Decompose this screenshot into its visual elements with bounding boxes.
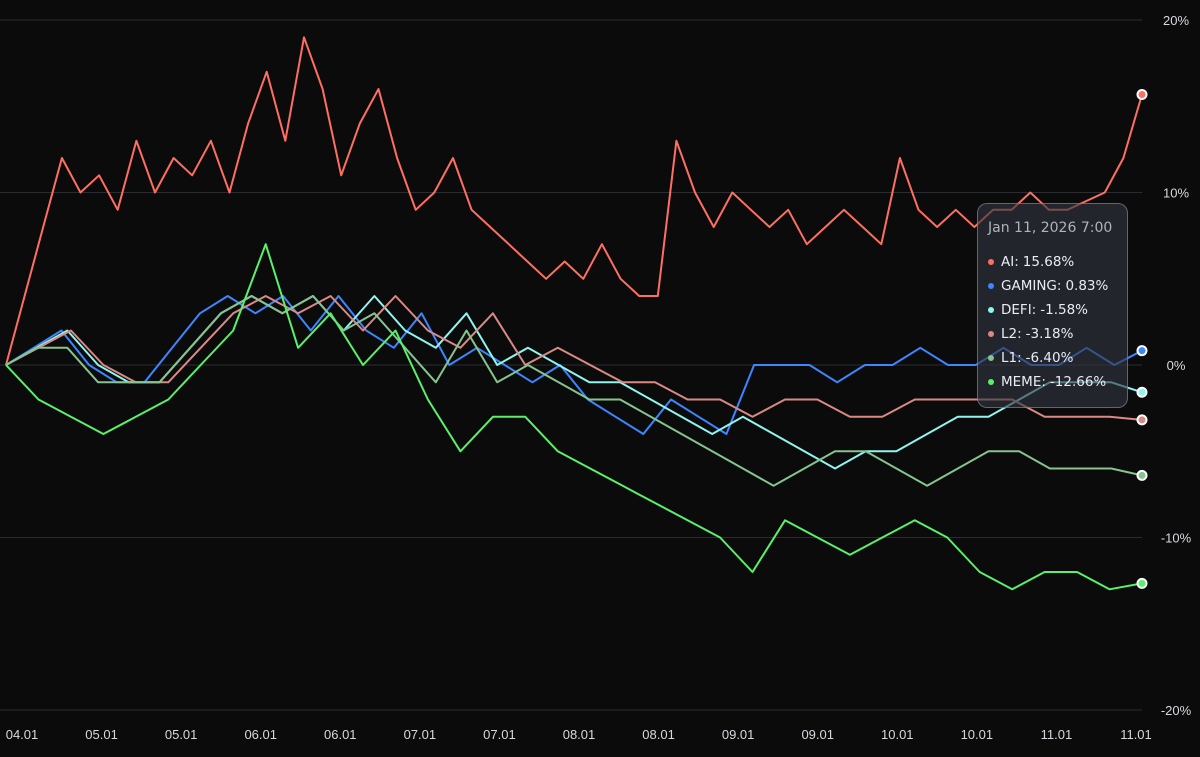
tooltip-value: 0.83% — [1065, 278, 1109, 294]
x-tick-label: 08.01 — [642, 727, 675, 742]
x-tick-label: 11.01 — [1041, 727, 1073, 742]
series-end-marker-ai — [1136, 89, 1148, 101]
tooltip-label: DEFI: — [1001, 302, 1037, 318]
tooltip-row-ai: AI: 15.68% — [988, 250, 1127, 274]
x-tick-label: 11.01 — [1120, 727, 1152, 742]
tooltip-label: L1: — [1001, 350, 1022, 366]
y-tick-label: 0% — [1167, 358, 1186, 373]
series-line-gaming — [5, 295, 1143, 435]
tooltip-row-l2: L2: -3.18% — [988, 322, 1127, 346]
tooltip-row-defi: DEFI: -1.58% — [988, 298, 1127, 322]
x-tick-label: 08.01 — [563, 727, 596, 742]
y-tick-label: 10% — [1163, 186, 1189, 201]
y-tick-label: -20% — [1161, 703, 1192, 718]
x-tick-label: 10.01 — [961, 727, 994, 742]
tooltip-row-l1: L1: -6.40% — [988, 346, 1127, 370]
x-tick-label: 06.01 — [244, 727, 277, 742]
series-line-ai — [5, 36, 1143, 366]
legend-dot-meme — [988, 379, 994, 385]
x-tick-label: 10.01 — [881, 727, 914, 742]
tooltip-label: GAMING: — [1001, 278, 1062, 294]
tooltip-label: AI: — [1001, 254, 1019, 270]
series-end-marker-l1 — [1136, 469, 1148, 481]
series-line-meme — [5, 243, 1143, 591]
tooltip-value: -12.66% — [1049, 374, 1107, 390]
x-tick-label: 05.01 — [165, 727, 198, 742]
tooltip-row-meme: MEME: -12.66% — [988, 370, 1127, 394]
series-end-marker-gaming — [1136, 345, 1148, 357]
x-tick-label: 05.01 — [85, 727, 118, 742]
tooltip-value: -3.18% — [1025, 326, 1074, 342]
x-tick-label: 07.01 — [483, 727, 516, 742]
x-tick-label: 07.01 — [404, 727, 437, 742]
tooltip-row-gaming: GAMING: 0.83% — [988, 274, 1127, 298]
series-line-l2 — [5, 295, 1143, 421]
series-line-l1 — [5, 295, 1143, 487]
x-tick-label: 04.01 — [6, 727, 39, 742]
legend-dot-l2 — [988, 331, 994, 337]
legend-dot-l1 — [988, 355, 994, 361]
x-tick-label: 09.01 — [801, 727, 834, 742]
legend-dot-ai — [988, 259, 994, 265]
series-end-marker-defi — [1136, 386, 1148, 398]
tooltip-label: L2: — [1001, 326, 1022, 342]
series-end-marker-l2 — [1136, 414, 1148, 426]
y-tick-label: -10% — [1161, 531, 1192, 546]
x-tick-label: 06.01 — [324, 727, 357, 742]
y-tick-label: 20% — [1163, 13, 1189, 28]
tooltip-value: -1.58% — [1040, 302, 1088, 318]
tooltip-title: Jan 11, 2026 7:00 — [988, 220, 1113, 236]
legend-dot-gaming — [988, 283, 994, 289]
x-tick-label: 09.01 — [722, 727, 755, 742]
tooltip-value: -6.40% — [1025, 350, 1074, 366]
tooltip-label: MEME: — [1001, 374, 1046, 390]
hover-tooltip: Jan 11, 2026 7:00 AI: 15.68% GAMING: 0.8… — [977, 203, 1128, 408]
tooltip-value: 15.68% — [1022, 254, 1075, 270]
legend-dot-defi — [988, 307, 994, 313]
series-end-marker-meme — [1136, 577, 1148, 589]
